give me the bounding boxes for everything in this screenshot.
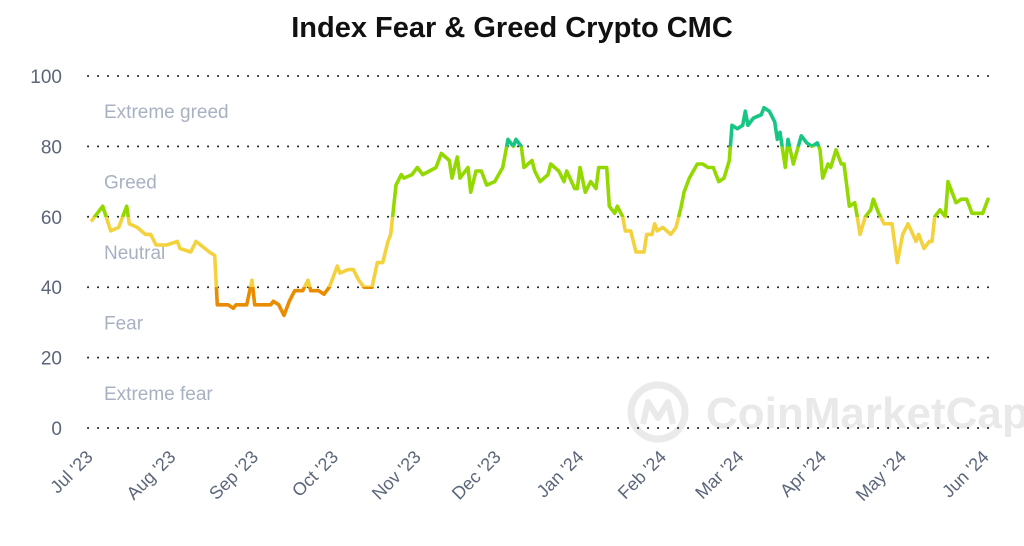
x-tick-label: Aug '23 [123,447,180,504]
x-tick-label: Sep '23 [205,447,262,504]
series-line [90,105,990,318]
x-tick-label: Feb '24 [614,447,670,503]
y-tick-label: 0 [51,419,62,440]
y-tick-label: 80 [41,137,62,158]
x-tick-label: Dec '23 [448,447,505,504]
x-tick-label: Apr '24 [776,447,830,501]
x-tick-label: Nov '23 [368,447,425,504]
x-tick-label: May '24 [852,447,910,505]
y-tick-label: 40 [41,278,62,299]
y-tick-label: 100 [30,67,62,88]
x-tick-label: Jun '24 [938,447,993,502]
x-tick-label: Oct '23 [288,447,342,501]
zone-label: Neutral [104,243,165,264]
x-tick-label: Mar '24 [691,447,747,503]
watermark-logo: CoinMarketCap [627,381,1024,443]
zone-label: Greed [104,173,157,194]
y-tick-label: 60 [41,208,62,229]
x-axis-ticks: Jul '23 Aug '23 Sep '23 Oct '23 Nov '23 Dec '… [46,447,993,505]
y-tick-label: 20 [41,349,62,370]
watermark-text: CoinMarketCap [706,389,1024,438]
zone-label: Extreme greed [104,102,229,123]
chart-title: Index Fear & Greed Crypto CMC [291,12,733,44]
zone-label: Fear [104,313,144,334]
zone-label: Extreme fear [104,384,213,405]
x-tick-label: Jan '24 [533,447,588,502]
x-tick-label: Jul '23 [46,447,97,498]
y-axis-ticks: 0 20 40 60 80 100 [30,67,62,440]
gridlines [87,75,996,429]
zone-labels: Extreme greed Greed Neutral Fear Extreme fea… [104,102,229,405]
